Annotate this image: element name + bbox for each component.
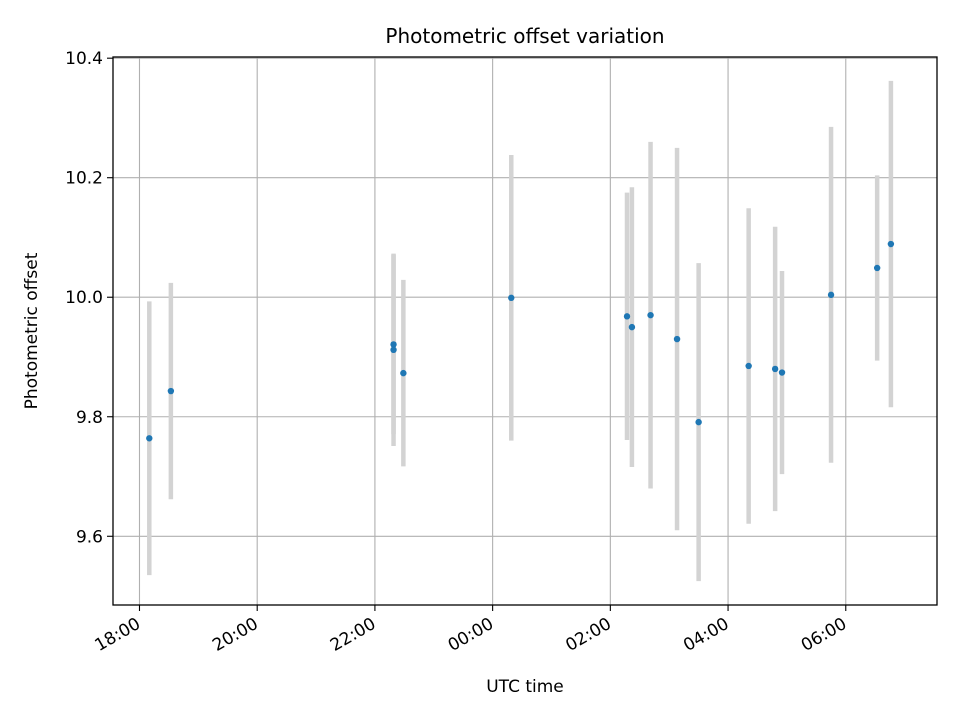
data-point xyxy=(508,294,515,302)
grid xyxy=(113,57,937,605)
y-tick-label: 10.0 xyxy=(65,288,103,308)
data-point xyxy=(146,435,153,442)
y-axis-title: Photometric offset xyxy=(22,252,42,409)
data-point xyxy=(673,335,681,343)
data-point xyxy=(390,346,397,354)
chart-title: Photometric offset variation xyxy=(385,24,664,48)
data-point xyxy=(167,387,175,395)
data-point xyxy=(628,323,636,331)
y-tick-label: 10.4 xyxy=(65,49,103,69)
data-point xyxy=(623,313,631,320)
y-tick-label: 9.6 xyxy=(76,527,103,547)
data-point xyxy=(400,369,407,377)
data-point xyxy=(873,264,881,272)
data-point xyxy=(695,418,702,426)
y-axis: 9.6 9.8 10.0 10.2 10.4 xyxy=(65,49,113,547)
y-tick-label: 10.2 xyxy=(65,169,103,189)
data-point xyxy=(647,311,654,319)
x-axis-title: UTC time xyxy=(486,677,564,697)
data-point xyxy=(771,365,779,373)
plot-frame xyxy=(112,56,938,606)
data-point xyxy=(390,341,397,348)
data-point xyxy=(778,369,786,376)
data-point xyxy=(745,362,752,370)
y-tick-label: 9.8 xyxy=(76,408,103,428)
data-point xyxy=(827,291,835,299)
data-points xyxy=(146,240,895,442)
data-point xyxy=(887,240,895,248)
